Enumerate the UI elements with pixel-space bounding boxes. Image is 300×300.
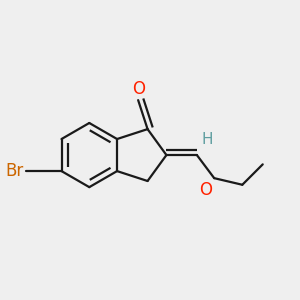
- Text: O: O: [132, 80, 145, 98]
- Text: H: H: [202, 132, 214, 147]
- Text: Br: Br: [5, 162, 23, 180]
- Text: O: O: [200, 181, 212, 199]
